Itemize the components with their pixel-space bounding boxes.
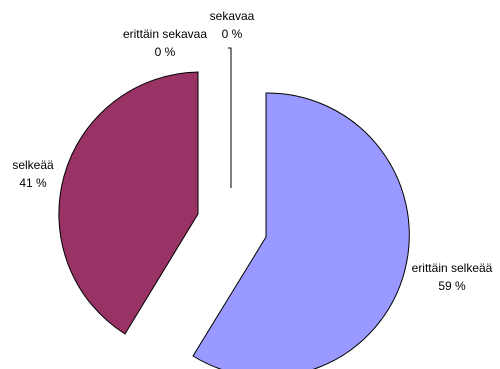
label-sekavaa-value: 0 % [222, 27, 243, 41]
label-selkeaa-name: selkeää [12, 158, 54, 172]
label-erittain-selkeaa-name: erittäin selkeää [412, 261, 493, 275]
slice-sekavaa-line [228, 47, 232, 188]
label-erittain-sekavaa-value: 0 % [155, 45, 176, 59]
slice-erittain-selkeaa [192, 92, 410, 369]
label-erittain-selkeaa-value: 59 % [438, 279, 466, 293]
slice-selkeaa [58, 71, 199, 335]
label-erittain-sekavaa-name: erittäin sekavaa [123, 27, 207, 41]
label-sekavaa-name: sekavaa [210, 9, 255, 23]
label-selkeaa-value: 41 % [19, 176, 47, 190]
